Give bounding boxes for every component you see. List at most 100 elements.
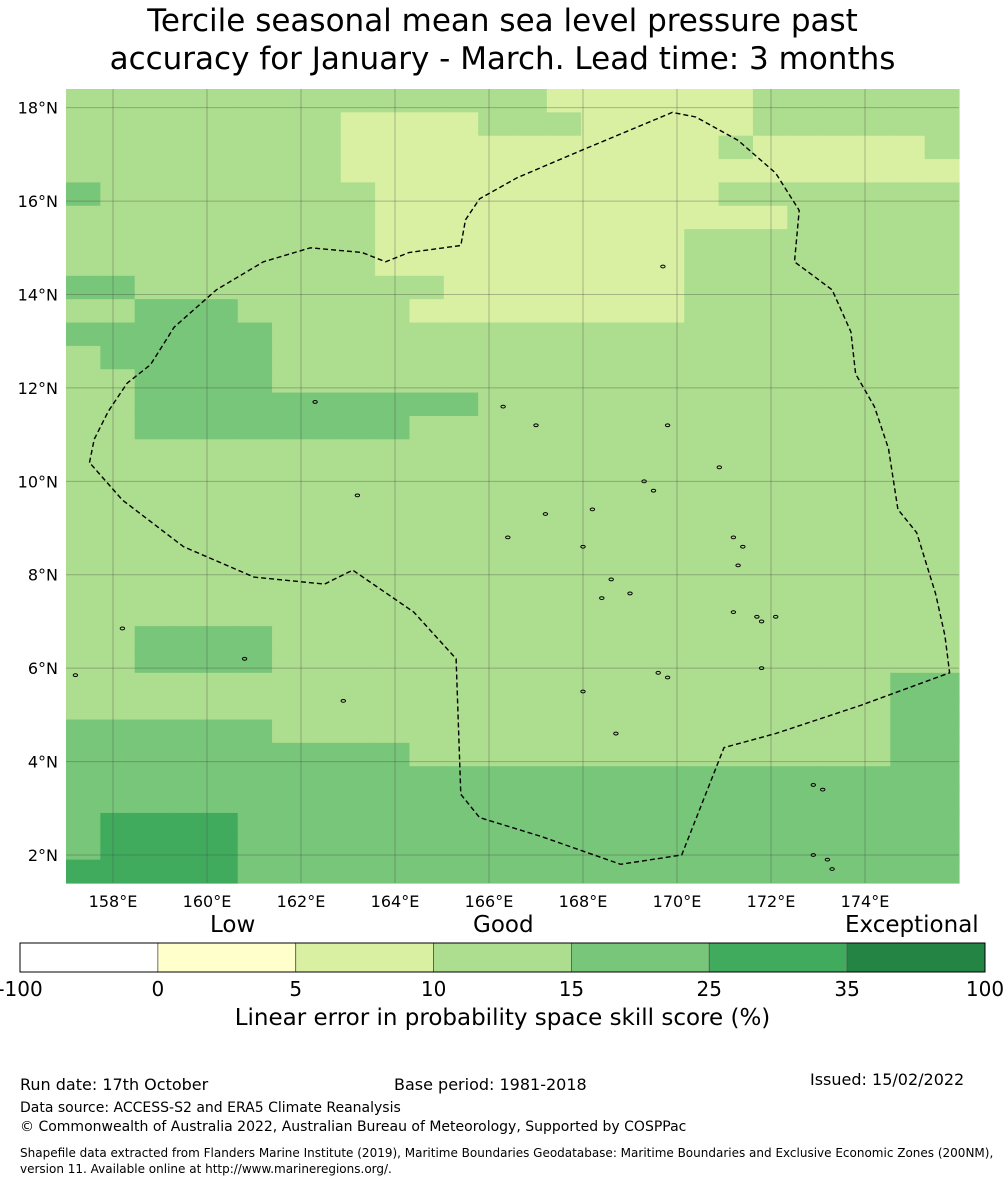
skill-cell — [169, 766, 204, 791]
skill-cell — [890, 789, 926, 814]
skill-cell — [821, 345, 857, 370]
colorbar-tick-label: 100 — [966, 977, 1004, 1001]
skill-cell — [615, 626, 651, 651]
skill-cell — [649, 696, 685, 721]
skill-cell — [443, 742, 479, 767]
skill-cell — [66, 626, 101, 651]
skill-cell — [546, 556, 582, 581]
skill-cell — [443, 392, 479, 417]
skill-cell — [203, 836, 239, 861]
skill-cell — [306, 462, 342, 487]
skill-cell — [375, 182, 411, 207]
skill-cell — [272, 275, 308, 300]
skill-cell — [169, 672, 204, 697]
skill-cell — [306, 182, 342, 207]
skill-cell — [512, 462, 548, 487]
skill-cell — [581, 252, 617, 277]
skill-cell — [581, 439, 617, 464]
skill-cell — [684, 89, 720, 113]
skill-cell — [237, 486, 273, 510]
skill-cell — [340, 182, 376, 207]
skill-cell — [581, 205, 617, 230]
skill-cell — [581, 112, 617, 137]
skill-cell — [478, 462, 514, 487]
skill-cell — [718, 369, 754, 394]
colorbar-tick-label: -100 — [0, 977, 43, 1001]
skill-cell — [409, 486, 445, 510]
skill-cell — [890, 159, 926, 184]
colorbar-segment — [571, 942, 710, 973]
skill-cell — [649, 252, 685, 277]
skill-cell — [821, 159, 857, 184]
skill-cell — [855, 252, 891, 277]
skill-cell — [409, 672, 445, 697]
skill-cell — [512, 742, 548, 767]
colorbar-ticks: -100 0 5 10 15 25 35 100 — [0, 977, 1004, 1001]
skill-cell — [100, 649, 136, 674]
skill-cell — [306, 322, 342, 347]
longitude-tick-label: 158°E — [89, 892, 138, 911]
skill-cell — [272, 486, 308, 510]
skill-cell — [684, 345, 720, 370]
skill-cell — [134, 135, 170, 160]
skill-cell — [581, 369, 617, 394]
island-outline — [641, 479, 647, 484]
skill-cell — [203, 556, 239, 581]
skill-cell — [615, 322, 651, 347]
skill-cell — [855, 742, 891, 767]
skill-cell — [443, 135, 479, 160]
skill-cell — [752, 275, 788, 300]
skill-cell — [890, 205, 926, 230]
skill-cell — [649, 299, 685, 324]
skill-cell — [100, 532, 136, 557]
skill-cell — [684, 135, 720, 160]
skill-cell — [924, 626, 960, 651]
skill-cell — [821, 322, 857, 347]
skill-cell — [375, 532, 411, 557]
skill-cell — [649, 135, 685, 160]
skill-cell — [409, 532, 445, 557]
skill-cell — [272, 299, 308, 324]
skill-cell — [718, 556, 754, 581]
skill-cell — [169, 789, 204, 814]
skill-cell — [375, 486, 411, 510]
skill-cell — [443, 89, 479, 113]
skill-cell — [924, 299, 960, 324]
skill-cell — [581, 766, 617, 791]
skill-cell — [66, 322, 101, 347]
skill-cell — [684, 369, 720, 394]
skill-cell — [134, 719, 170, 744]
skill-cell — [546, 626, 582, 651]
skill-cell — [615, 182, 651, 207]
latitude-tick-label: 6°N — [28, 659, 58, 678]
skill-cell — [581, 159, 617, 184]
skill-cell — [890, 486, 926, 510]
skill-cell — [752, 322, 788, 347]
skill-cell — [272, 252, 308, 277]
skill-cell — [752, 415, 788, 440]
skill-cell — [443, 696, 479, 721]
skill-cell — [237, 392, 273, 417]
skill-cell — [684, 556, 720, 581]
skill-cell — [924, 112, 960, 137]
skill-cell — [272, 789, 308, 814]
skill-cell — [443, 509, 479, 534]
skill-cell — [855, 112, 891, 137]
skill-cell — [478, 836, 514, 861]
island-outline — [354, 493, 361, 498]
skill-cell — [821, 836, 857, 861]
skill-cell — [718, 486, 754, 510]
skill-cell — [409, 135, 445, 160]
skill-cell — [924, 766, 960, 791]
skill-cell — [649, 415, 685, 440]
skill-cell — [203, 392, 239, 417]
skill-cell — [752, 509, 788, 534]
skill-cell — [375, 252, 411, 277]
skill-cell — [340, 672, 376, 697]
skill-cell — [478, 182, 514, 207]
skill-cell — [375, 392, 411, 417]
colorbar-tick-label: 10 — [421, 977, 446, 1001]
island-outline — [730, 535, 737, 540]
skill-cell — [409, 415, 445, 440]
skill-cell — [100, 579, 136, 604]
